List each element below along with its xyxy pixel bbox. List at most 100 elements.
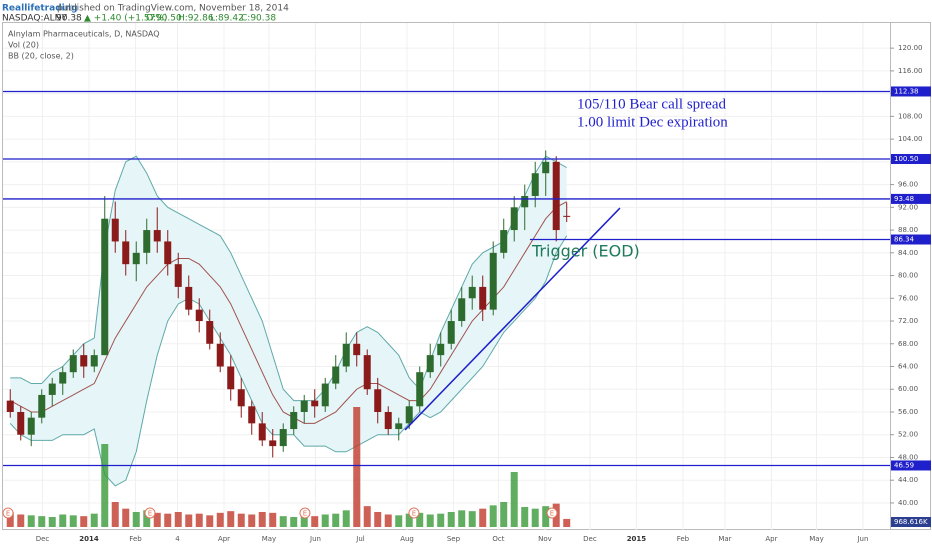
candle-body — [521, 195, 529, 208]
y-tick-label: 108.00 — [898, 112, 923, 120]
candle-body — [458, 298, 466, 322]
earnings-label: E — [303, 510, 307, 518]
volume-bar — [122, 508, 130, 527]
volume-bar — [143, 510, 151, 527]
x-tick-label: 2015 — [627, 535, 647, 543]
y-tick-label: 116.00 — [898, 67, 923, 75]
last-price: 90.38 — [56, 14, 82, 24]
candle-body — [258, 423, 266, 441]
volume-bar — [510, 472, 518, 527]
earnings-marker — [408, 507, 420, 519]
y-tick-label: 56.00 — [898, 408, 918, 416]
volume-bar — [48, 517, 56, 527]
candle-body — [143, 230, 151, 253]
volume-bar — [311, 516, 319, 527]
x-tick-label: Jun — [309, 535, 321, 543]
x-tick-label: 4 — [175, 535, 180, 543]
volume-bar — [59, 514, 67, 527]
candle-body — [489, 252, 497, 310]
candle-body — [237, 389, 245, 407]
x-tick-label: Feb — [677, 535, 690, 543]
y-tick-label: 68.00 — [898, 340, 918, 348]
volume-bar — [395, 515, 403, 527]
volume-bar — [563, 518, 571, 527]
trendline — [404, 207, 621, 431]
earnings-label: E — [412, 510, 416, 518]
candle-body — [405, 406, 413, 424]
earnings-label: E — [550, 510, 554, 518]
candle-body — [542, 161, 550, 174]
candle-body — [153, 230, 161, 242]
x-tick-label: Apr — [765, 535, 777, 543]
price-label: 100.50 — [894, 155, 919, 163]
x-tick-label: Dec — [583, 535, 597, 543]
volume-bar — [363, 506, 371, 527]
volume-label-box — [891, 517, 931, 527]
earnings-marker — [546, 507, 558, 519]
ohlc-high: H:92.86 — [178, 14, 214, 24]
legend-bb: BB (20, close, 2) — [8, 52, 74, 61]
price-label-box — [891, 234, 931, 245]
price-label-box — [891, 86, 931, 97]
volume-bar — [164, 513, 172, 527]
candle-body — [468, 286, 476, 299]
author[interactable]: Reallifetrading — [2, 4, 78, 14]
plot-frame — [2, 22, 931, 530]
volume-bar — [17, 514, 25, 527]
volume-label: 968.616K — [894, 518, 928, 526]
candle-body — [17, 411, 25, 435]
candle-body — [353, 343, 361, 356]
x-tick-label: 2014 — [79, 535, 99, 543]
candle-body — [111, 218, 119, 242]
candle-body — [248, 406, 256, 424]
candle-body — [269, 440, 277, 447]
legend-vol: Vol (20) — [8, 41, 39, 50]
volume-bar — [38, 516, 46, 527]
volume-bar — [237, 513, 245, 527]
candle-body — [90, 355, 98, 367]
candle-body — [185, 286, 193, 310]
candle-body — [216, 343, 224, 367]
candle-body — [206, 321, 214, 344]
candle-body — [164, 241, 172, 265]
candle-body — [363, 355, 371, 390]
y-tick-label: 96.00 — [898, 181, 918, 189]
volume-bar — [195, 513, 203, 527]
volume-bar — [531, 508, 539, 527]
candle-body — [174, 264, 182, 287]
x-tick-label: Sep — [447, 535, 461, 543]
volume-bar — [90, 513, 98, 527]
earnings-marker — [299, 507, 311, 519]
volume-bar — [426, 514, 434, 527]
candle-body — [510, 207, 518, 231]
earnings-label: E — [6, 510, 10, 518]
volume-bar — [458, 510, 466, 527]
y-tick-label: 92.00 — [898, 203, 918, 211]
candle-body — [332, 366, 340, 384]
candle-body — [122, 241, 130, 265]
y-tick-label: 76.00 — [898, 294, 918, 302]
volume-bar — [248, 514, 256, 527]
candle-body — [38, 394, 46, 418]
y-tick-label: 44.00 — [898, 476, 918, 484]
volume-bar — [80, 516, 88, 527]
candle-body — [447, 321, 455, 344]
volume-bar — [279, 516, 287, 527]
candle-body — [290, 411, 298, 430]
volume-bar — [342, 510, 350, 527]
annotation: 1.00 limit Dec expiration — [577, 114, 728, 130]
volume-bar — [111, 502, 119, 527]
y-tick-label: 40.00 — [898, 499, 918, 507]
candle-body — [27, 417, 35, 435]
volume-bar — [185, 514, 193, 527]
x-tick-label: Dec — [36, 535, 50, 543]
volume-bar — [353, 407, 361, 527]
price-label: 93.48 — [894, 195, 914, 203]
volume-bar — [416, 512, 424, 527]
candle-body — [426, 355, 434, 373]
price-label: 112.38 — [894, 87, 919, 95]
volume-bar — [216, 512, 224, 527]
candle-body — [342, 343, 350, 367]
y-tick-label: 64.00 — [898, 363, 918, 371]
volume-bar — [405, 513, 413, 527]
